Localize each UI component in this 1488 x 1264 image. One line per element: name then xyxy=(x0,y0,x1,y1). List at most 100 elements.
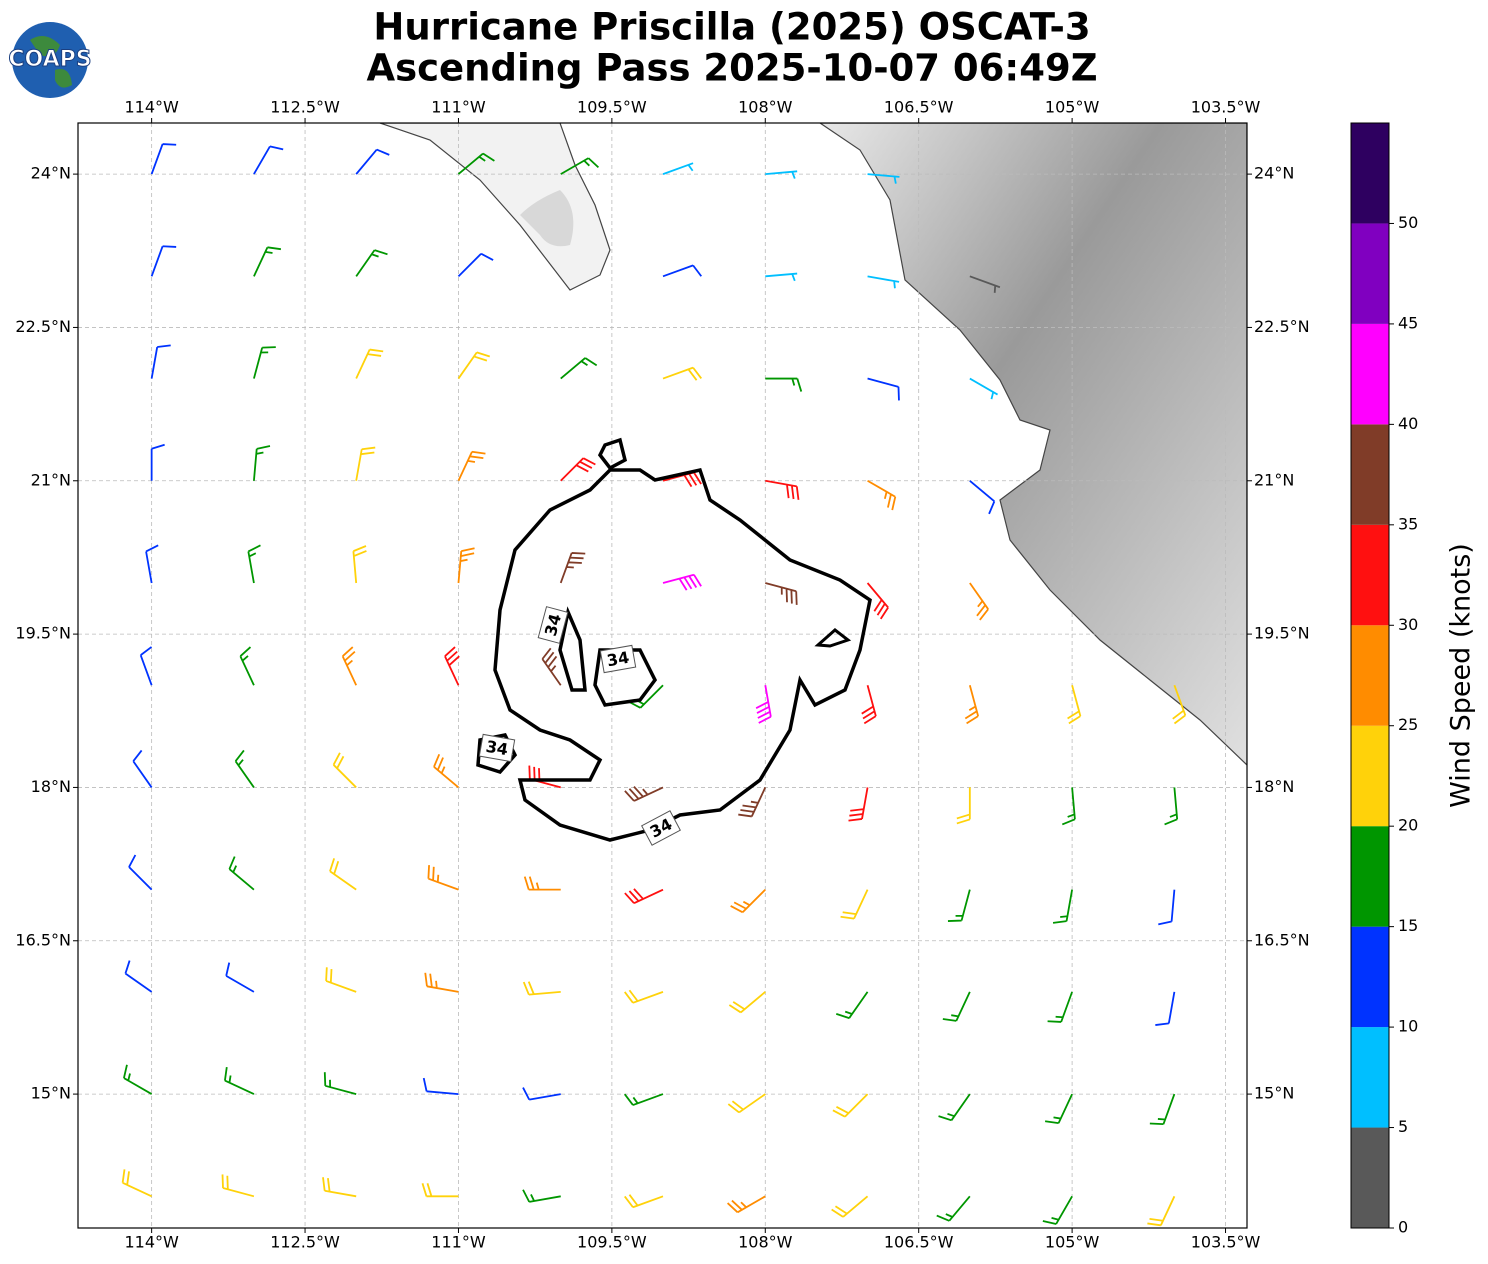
x-tick-label: 111°W xyxy=(431,98,486,117)
wind-barb xyxy=(1061,787,1076,826)
wind-barb xyxy=(624,1194,664,1209)
wind-barb xyxy=(765,479,800,500)
wind-barb xyxy=(624,1093,664,1106)
wind-barb xyxy=(457,351,491,380)
wind-barb xyxy=(726,1195,766,1214)
wind-barb xyxy=(938,1093,971,1122)
wind-barb xyxy=(942,991,971,1022)
wind-barb xyxy=(624,786,664,802)
wind-barb xyxy=(840,889,869,920)
wind-barb xyxy=(727,1093,766,1114)
wind-barb xyxy=(738,787,767,818)
grid-layer xyxy=(78,123,1247,1228)
wind-barb xyxy=(253,346,276,379)
wind-barb xyxy=(765,272,798,282)
contour-label-box xyxy=(599,644,637,674)
wind-barb xyxy=(433,753,460,789)
wind-barb xyxy=(457,547,475,584)
y-tick-label: 24°N xyxy=(31,164,71,183)
wind-barb xyxy=(224,1066,255,1095)
wind-barb xyxy=(956,787,971,825)
y-tick-label: 15°N xyxy=(31,1084,71,1103)
wind-barb xyxy=(730,889,766,914)
x-tick-label: 106.5°W xyxy=(884,98,954,117)
wind-barb xyxy=(124,960,153,993)
wind-barb xyxy=(662,264,703,278)
wind-barb xyxy=(1164,787,1179,826)
x-tick-label: 109.5°W xyxy=(577,98,647,117)
colorbar-segment xyxy=(1351,1027,1389,1128)
contour-line xyxy=(814,628,852,648)
wind-barb xyxy=(352,545,367,584)
colorbar-segment xyxy=(1351,123,1389,224)
wind-barb xyxy=(355,348,384,379)
y-tick-label: 22.5°N xyxy=(1254,317,1310,336)
wind-barb xyxy=(969,275,1001,293)
x-tick-label: 114°W xyxy=(124,1233,179,1252)
wind-barb xyxy=(329,858,357,891)
wind-barb xyxy=(662,162,694,175)
wind-barb xyxy=(832,1093,869,1118)
x-tick-label: 103.5°W xyxy=(1191,1233,1261,1252)
chart-subtitle: Ascending Pass 2025-10-07 06:49Z xyxy=(366,47,1097,90)
wind-barb xyxy=(560,357,598,380)
wind-barb xyxy=(228,856,255,891)
wind-barb xyxy=(964,684,979,725)
y-tick-label: 18°N xyxy=(1254,777,1294,796)
colorbar-tick-label: 10 xyxy=(1398,1017,1418,1036)
wind-barb xyxy=(662,366,703,381)
wind-barb xyxy=(936,1195,971,1222)
contour-34 xyxy=(476,437,872,842)
wind-barb xyxy=(221,1174,255,1198)
axes: 114°W 114°W 112.5°W 112.5°W 111°W 111°W 109.5°… xyxy=(15,98,1309,1252)
wind-barb xyxy=(150,344,171,379)
wind-barb xyxy=(1047,991,1073,1023)
wind-barb xyxy=(1052,889,1073,924)
wind-barb xyxy=(947,889,971,922)
wind-barb xyxy=(1067,684,1082,725)
colorbar-tick-label: 50 xyxy=(1398,213,1418,232)
wind-barb xyxy=(128,854,153,891)
wind-barb xyxy=(253,145,284,175)
wind-barb xyxy=(528,765,561,789)
wind-barb xyxy=(332,752,357,789)
colorbar-label: Wind Speed (knots) xyxy=(1446,543,1477,808)
wind-barb xyxy=(239,646,255,686)
logo: COAPS xyxy=(8,22,92,98)
wind-barb xyxy=(861,684,877,725)
x-tick-label: 112.5°W xyxy=(270,1233,340,1252)
wind-barb xyxy=(139,646,153,686)
colorbar-tick-label: 25 xyxy=(1398,715,1418,734)
y-tick-label: 16.5°N xyxy=(15,930,71,949)
wind-barb xyxy=(150,143,177,175)
wind-barb xyxy=(355,249,388,277)
colorbar-tick-label: 15 xyxy=(1398,916,1418,935)
mainland xyxy=(818,123,1247,766)
wind-barb xyxy=(355,148,390,175)
wind-barb xyxy=(424,972,459,993)
x-tick-label: 114°W xyxy=(124,98,179,117)
barb-layer xyxy=(121,143,1187,1227)
wind-barb xyxy=(457,450,486,482)
wind-barb xyxy=(728,991,766,1014)
baja-peninsula xyxy=(379,123,611,291)
wind-barb xyxy=(522,981,561,996)
wind-barb xyxy=(253,246,282,277)
wind-barb xyxy=(662,573,702,591)
contour-line xyxy=(558,606,587,692)
wind-barb xyxy=(422,1077,459,1095)
wind-barb xyxy=(457,252,494,277)
wind-barb xyxy=(867,173,900,184)
wind-barb xyxy=(867,377,900,401)
x-tick-label: 103.5°W xyxy=(1191,98,1261,117)
wind-barb xyxy=(123,1064,153,1095)
wind-barb xyxy=(831,1195,869,1218)
wind-barb xyxy=(624,888,664,904)
wind-barb xyxy=(560,157,600,175)
wind-barb xyxy=(322,1177,357,1198)
colorbar-frame xyxy=(1350,122,1390,1229)
colorbar-tick-label: 35 xyxy=(1398,514,1418,533)
x-tick-label: 106.5°W xyxy=(884,1233,954,1252)
wind-barb xyxy=(1042,1195,1073,1225)
wind-barb xyxy=(355,446,376,481)
